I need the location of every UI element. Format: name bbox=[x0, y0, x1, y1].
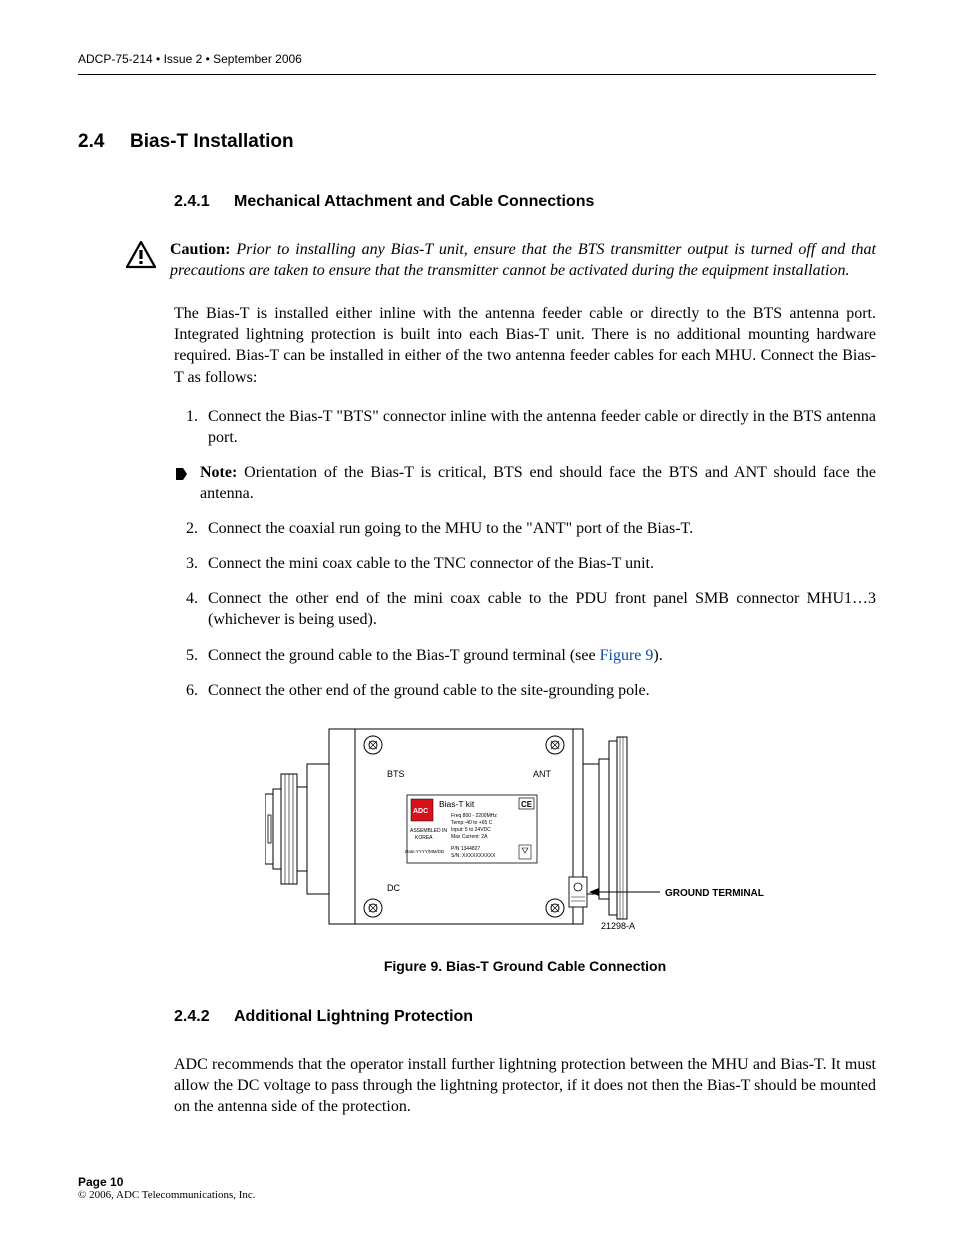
figure-diagram: BTS ANT DC ADC Bias-T kit CE ASSEMBLED I… bbox=[265, 719, 785, 944]
intro-paragraph: The Bias-T is installed either inline wi… bbox=[174, 303, 876, 387]
figure-xref[interactable]: Figure 9 bbox=[600, 647, 654, 664]
note-label: Note: bbox=[200, 464, 237, 481]
subsection-number: 2.4.2 bbox=[174, 1008, 230, 1026]
note-icon bbox=[174, 466, 190, 504]
figure: BTS ANT DC ADC Bias-T kit CE ASSEMBLED I… bbox=[174, 719, 876, 974]
list-item: Connect the Bias-T "BTS" connector inlin… bbox=[202, 406, 876, 448]
fig-ground-label: GROUND TERMINAL bbox=[665, 888, 764, 899]
step5-pre: Connect the ground cable to the Bias-T g… bbox=[208, 647, 600, 664]
step-list: Connect the coaxial run going to the MHU… bbox=[174, 518, 876, 701]
list-item: Connect the other end of the ground cabl… bbox=[202, 680, 876, 701]
svg-text:Input: 5 to 24VDC: Input: 5 to 24VDC bbox=[451, 827, 491, 833]
section-title: Bias-T Installation bbox=[130, 131, 294, 152]
svg-text:P/N 1344827: P/N 1344827 bbox=[451, 846, 480, 852]
section-heading: 2.4 Bias-T Installation bbox=[78, 131, 876, 153]
list-item: Connect the coaxial run going to the MHU… bbox=[202, 518, 876, 539]
caution-text: Caution: Prior to installing any Bias-T … bbox=[170, 239, 876, 281]
svg-text:Max Current: 2A: Max Current: 2A bbox=[451, 834, 488, 840]
list-item: Connect the ground cable to the Bias-T g… bbox=[202, 645, 876, 666]
svg-text:Bias-T kit: Bias-T kit bbox=[439, 799, 475, 809]
warning-icon bbox=[126, 241, 156, 269]
doc-header: ADCP-75-214 • Issue 2 • September 2006 bbox=[78, 52, 876, 75]
copyright: © 2006, ADC Telecommunications, Inc. bbox=[78, 1189, 256, 1201]
step-list: Connect the Bias-T "BTS" connector inlin… bbox=[174, 406, 876, 448]
step5-post: ). bbox=[653, 647, 662, 664]
svg-text:S/N: XXXXXXXXXX: S/N: XXXXXXXXXX bbox=[451, 853, 496, 859]
section-number: 2.4 bbox=[78, 131, 126, 153]
subsection-title: Additional Lightning Protection bbox=[234, 1008, 473, 1025]
note-block: Note: Orientation of the Bias-T is criti… bbox=[174, 462, 876, 504]
list-item: Connect the other end of the mini coax c… bbox=[202, 588, 876, 630]
svg-text:Temp:-40 to +65 C: Temp:-40 to +65 C bbox=[451, 820, 493, 826]
page-number: Page 10 bbox=[78, 1175, 256, 1189]
svg-text:KOREA: KOREA bbox=[415, 835, 433, 841]
fig-ant-label: ANT bbox=[533, 769, 552, 779]
fig-bts-label: BTS bbox=[387, 769, 405, 779]
svg-text:Date:YYYY/MM/DD: Date:YYYY/MM/DD bbox=[405, 849, 445, 854]
fig-drawing-number: 21298-A bbox=[601, 921, 635, 931]
svg-text:ASSEMBLED IN: ASSEMBLED IN bbox=[410, 828, 447, 834]
list-item: Connect the mini coax cable to the TNC c… bbox=[202, 553, 876, 574]
caution-label: Caution: bbox=[170, 241, 230, 258]
figure-caption: Figure 9. Bias-T Ground Cable Connection bbox=[174, 958, 876, 974]
note-body: Orientation of the Bias-T is critical, B… bbox=[200, 464, 876, 502]
caution-block: Caution: Prior to installing any Bias-T … bbox=[126, 239, 876, 281]
subsection-number: 2.4.1 bbox=[174, 193, 230, 211]
caution-body: Prior to installing any Bias-T unit, ens… bbox=[170, 241, 876, 279]
svg-text:CE: CE bbox=[521, 800, 533, 809]
sub2-body: ADC recommends that the operator install… bbox=[174, 1054, 876, 1117]
fig-dc-label: DC bbox=[387, 883, 400, 893]
svg-text:Freq 800 - 2200MHz: Freq 800 - 2200MHz bbox=[451, 813, 497, 819]
subsection-heading: 2.4.2 Additional Lightning Protection bbox=[174, 1008, 876, 1026]
subsection-heading: 2.4.1 Mechanical Attachment and Cable Co… bbox=[174, 193, 876, 211]
svg-text:ADC: ADC bbox=[413, 808, 428, 815]
page-footer: Page 10 © 2006, ADC Telecommunications, … bbox=[78, 1175, 256, 1201]
subsection-title: Mechanical Attachment and Cable Connecti… bbox=[234, 193, 594, 210]
